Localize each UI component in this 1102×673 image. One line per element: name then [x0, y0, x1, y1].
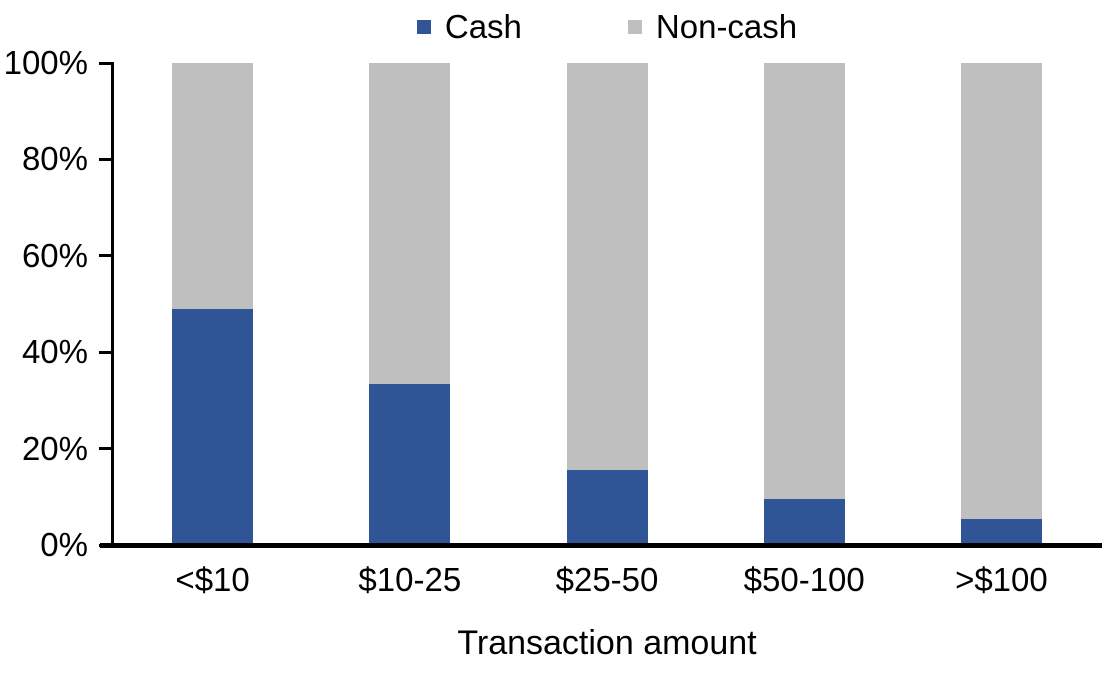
y-axis-tick — [99, 254, 112, 258]
chart-legend: Cash Non-cash — [114, 8, 1100, 46]
bar-25-50 — [508, 63, 705, 545]
bar-segment-cash — [369, 383, 451, 545]
bar-segment-noncash — [960, 63, 1042, 519]
bar-segment-noncash — [369, 63, 451, 384]
bar-segment-cash — [960, 518, 1042, 545]
y-axis-tick-label: 60% — [21, 236, 88, 274]
legend-label-noncash: Non-cash — [655, 8, 798, 45]
plot-area — [114, 63, 1100, 545]
bar-50-100 — [706, 63, 903, 545]
x-axis-category-label: $50-100 — [743, 561, 865, 598]
y-axis-tick-label: 100% — [3, 44, 88, 81]
x-axis-title: Transaction amount — [457, 624, 757, 662]
bar-segment-noncash — [566, 63, 648, 471]
bar-over-100 — [903, 63, 1100, 545]
y-axis-tick-label: 20% — [21, 429, 88, 467]
bar-segment-cash — [172, 308, 254, 545]
legend-item-cash: Cash — [416, 8, 522, 46]
y-axis-tick — [99, 447, 112, 451]
bar-segment-cash — [763, 499, 845, 545]
bar-segment-cash — [566, 470, 648, 545]
legend-label-cash: Cash — [444, 8, 522, 45]
x-axis-category-label: >$100 — [955, 561, 1048, 598]
legend-item-noncash: Non-cash — [627, 8, 798, 46]
bar-segment-noncash — [763, 63, 845, 500]
bar-under-10 — [114, 63, 311, 545]
y-axis-tick — [99, 61, 112, 65]
bar-10-25 — [311, 63, 508, 545]
y-axis-tick-labels: 0% 20% 40% 60% 80% 100% — [0, 44, 92, 563]
y-axis-tick — [99, 157, 112, 161]
y-axis-line — [111, 62, 114, 546]
y-axis-tick — [99, 350, 112, 354]
legend-swatch-cash-icon — [416, 20, 431, 34]
x-axis-category-labels: <$10 $10-25 $25-50 $50-100 >$100 — [114, 560, 1100, 600]
legend-swatch-noncash-icon — [627, 20, 642, 34]
x-axis-line — [100, 543, 1102, 548]
y-axis-tick-label: 0% — [40, 526, 88, 563]
x-axis-category-label: $25-50 — [555, 561, 659, 598]
y-axis-tick-label: 80% — [21, 140, 88, 178]
x-axis-category-label: $10-25 — [358, 561, 462, 598]
x-axis-category-label: <$10 — [175, 561, 250, 598]
y-axis-tick-label: 40% — [21, 333, 88, 371]
bar-segment-noncash — [172, 63, 254, 309]
